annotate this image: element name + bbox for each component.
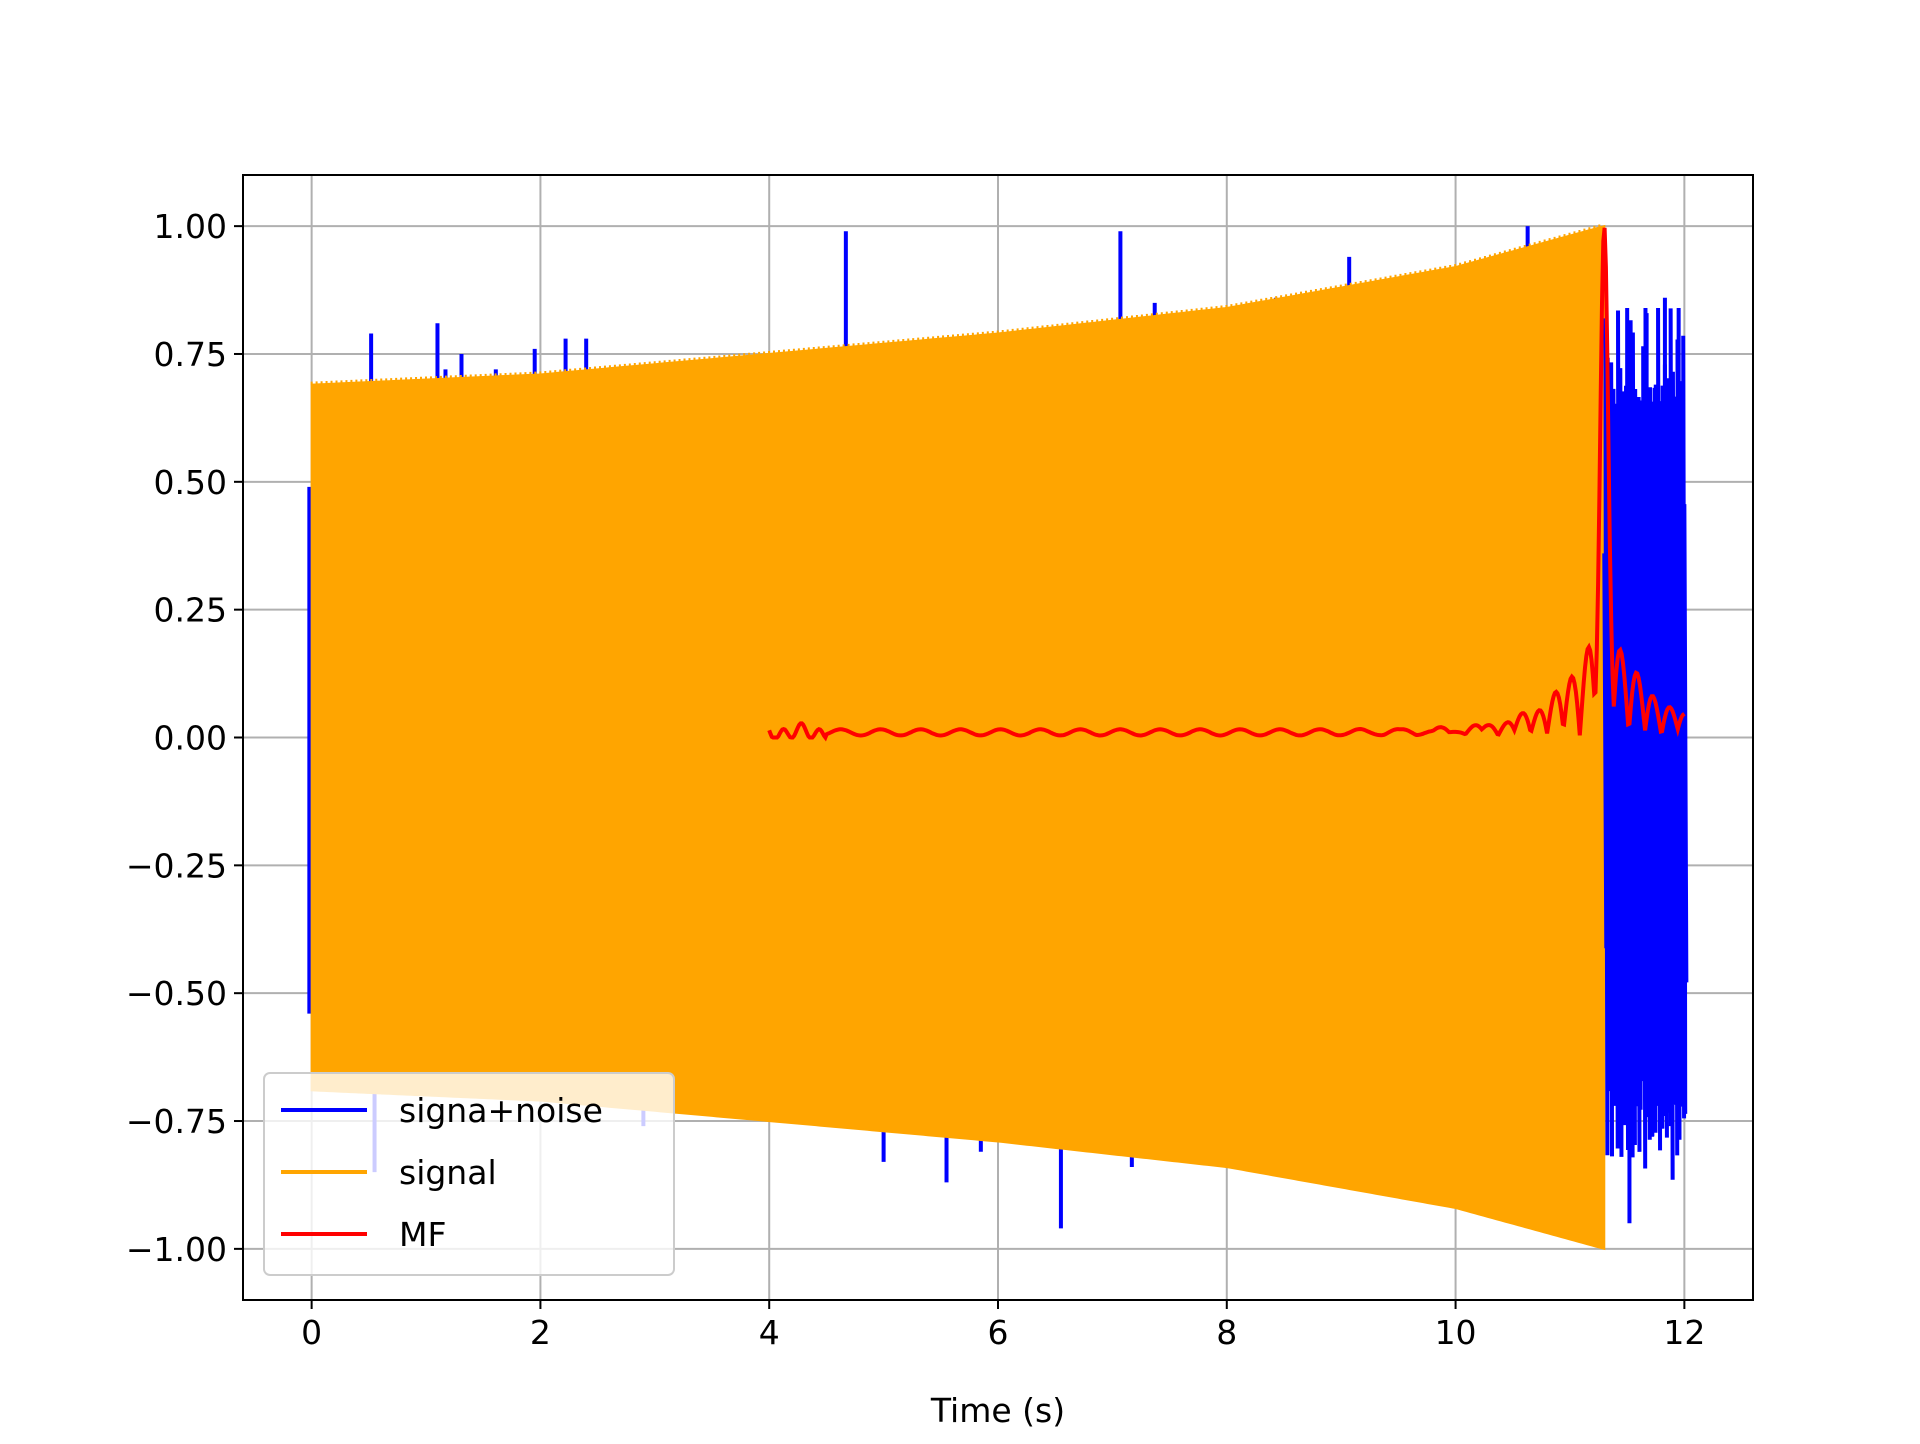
plot-area	[307, 224, 1689, 1251]
axes-frame	[242, 174, 1754, 1301]
y-tick-label: −0.75	[126, 1102, 227, 1141]
signal-fill	[310, 224, 1606, 1251]
y-tick-label: 0.50	[154, 463, 227, 502]
x-tick-label: 10	[1435, 1313, 1477, 1352]
y-tick-label: 0.25	[154, 591, 227, 630]
x-tick-label: 6	[988, 1313, 1009, 1352]
mf-line	[767, 227, 1686, 742]
ticks: 0 2 4 6 8 10 12 1.00 0.75 0.50 0.25 0.00 −0.25 −0.50 −…	[126, 207, 1706, 1352]
y-tick-label: 0.00	[154, 719, 227, 758]
y-tick-label: −1.00	[126, 1230, 227, 1269]
x-tick-label: 2	[530, 1313, 551, 1352]
x-tick-label: 4	[759, 1313, 780, 1352]
y-tick-label: −0.25	[126, 846, 227, 885]
y-tick-label: 1.00	[154, 207, 227, 246]
legend-label: signa+noise	[399, 1091, 603, 1130]
legend-box	[263, 1072, 675, 1276]
y-tick-label: 0.75	[154, 335, 227, 374]
y-tick-label: −0.50	[126, 974, 227, 1013]
x-axis-label: Time (s)	[930, 1391, 1065, 1430]
legend-label: signal	[399, 1153, 497, 1192]
x-tick-label: 8	[1216, 1313, 1237, 1352]
signal-edge	[310, 224, 1601, 385]
legend: signa+noise signal MF	[263, 1072, 675, 1276]
x-tick-label: 0	[301, 1313, 322, 1352]
x-tick-label: 12	[1663, 1313, 1705, 1352]
legend-label: MF	[399, 1215, 446, 1254]
